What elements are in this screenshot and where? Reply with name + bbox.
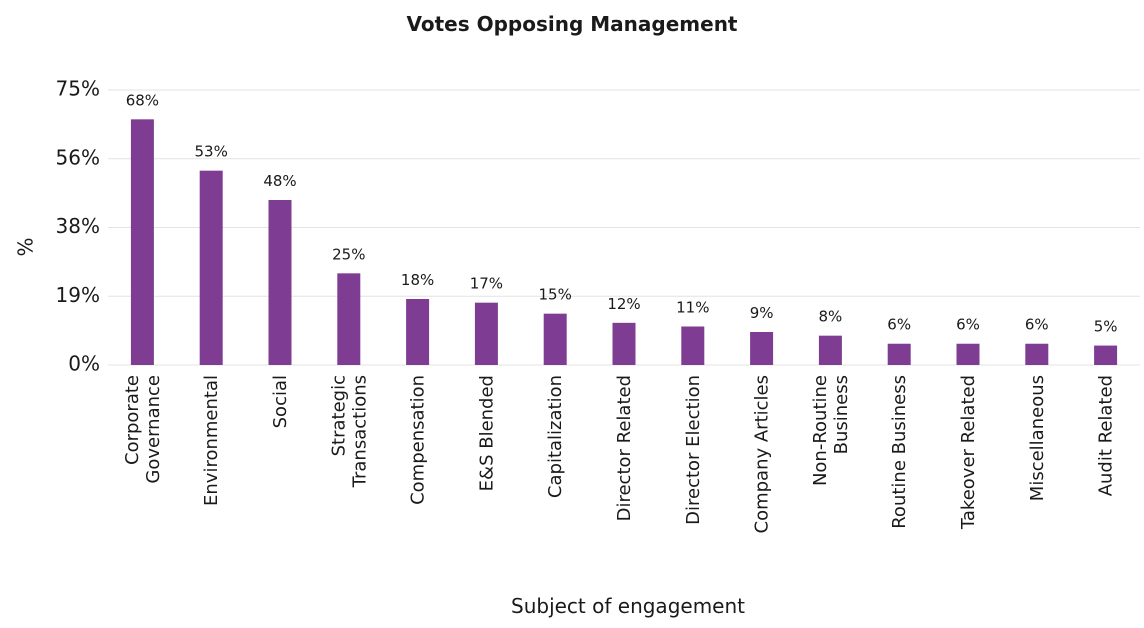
- data-label: 18%: [401, 271, 434, 289]
- bar: [1094, 346, 1117, 365]
- bar: [1025, 344, 1048, 365]
- bar: [131, 119, 154, 365]
- y-tick-label: 56%: [56, 145, 100, 169]
- x-tick-label: Director Election: [683, 375, 704, 525]
- x-tick-label: Capitalization: [545, 375, 566, 498]
- bar: [750, 332, 773, 365]
- bar: [544, 314, 567, 365]
- bar: [613, 323, 636, 365]
- bar: [957, 344, 980, 365]
- x-tick-label: Audit Related: [1096, 375, 1117, 496]
- x-tick-label: E&S Blended: [476, 375, 497, 491]
- bar: [269, 200, 292, 365]
- data-label: 11%: [676, 299, 709, 317]
- bar: [819, 336, 842, 365]
- bar: [475, 303, 498, 365]
- data-label: 25%: [332, 245, 365, 263]
- data-label: 68%: [126, 91, 159, 109]
- bar: [200, 171, 223, 365]
- x-tick-label: Non-RoutineBusiness: [810, 375, 852, 486]
- data-label: 17%: [470, 275, 503, 293]
- x-axis-title: Subject of engagement: [511, 594, 745, 618]
- data-label: 5%: [1094, 318, 1118, 336]
- data-label: 8%: [819, 308, 843, 326]
- x-tick-label: CorporateGovernance: [122, 375, 164, 484]
- x-tick-label: Director Related: [614, 375, 635, 521]
- bar: [406, 299, 429, 365]
- bar: [681, 327, 704, 366]
- data-label: 9%: [750, 304, 774, 322]
- x-tick-label: Takeover Related: [958, 375, 979, 530]
- x-tick-label: Company Articles: [752, 375, 773, 533]
- bar: [888, 344, 911, 365]
- y-axis-ticks: 0% 19% 38% 56% 75%: [56, 77, 100, 376]
- data-label: 6%: [887, 316, 911, 334]
- y-tick-label: 19%: [56, 283, 100, 307]
- data-label: 12%: [607, 295, 640, 313]
- data-label: 15%: [539, 286, 572, 304]
- x-tick-label: StrategicTransactions: [328, 375, 370, 488]
- data-label: 48%: [263, 172, 296, 190]
- y-tick-label: 0%: [68, 352, 100, 376]
- category-labels: CorporateGovernance Environmental Social St…: [122, 375, 1117, 533]
- y-tick-label: 75%: [56, 77, 100, 101]
- data-label: 6%: [1025, 316, 1049, 334]
- bar: [337, 273, 360, 365]
- x-tick-label: Social: [270, 375, 291, 428]
- x-tick-label: Environmental: [201, 375, 222, 506]
- x-tick-label: Routine Business: [889, 375, 910, 529]
- data-label: 6%: [956, 316, 980, 334]
- x-tick-label: Compensation: [408, 375, 429, 505]
- x-tick-label: Miscellaneous: [1027, 375, 1048, 501]
- y-tick-label: 38%: [56, 214, 100, 238]
- data-label: 53%: [195, 143, 228, 161]
- y-axis-title: %: [14, 237, 38, 256]
